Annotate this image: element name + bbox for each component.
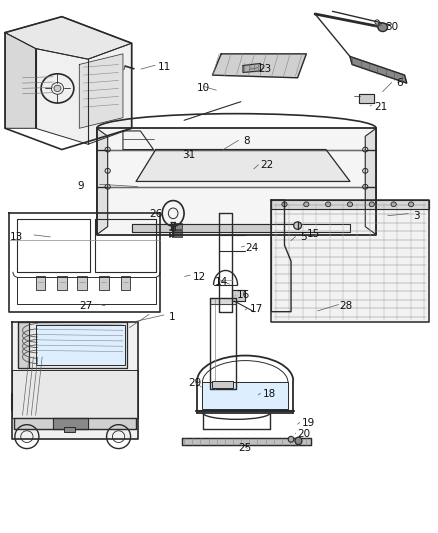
Bar — [77, 276, 87, 290]
Polygon shape — [5, 17, 132, 59]
Text: 16: 16 — [237, 290, 250, 301]
Text: 3: 3 — [413, 211, 420, 221]
Text: 15: 15 — [306, 229, 320, 239]
Text: 18: 18 — [263, 389, 276, 399]
Ellipse shape — [282, 202, 287, 207]
Text: 17: 17 — [250, 304, 263, 314]
Text: 6: 6 — [396, 78, 403, 88]
Text: 24: 24 — [245, 243, 258, 253]
Text: 22: 22 — [261, 160, 274, 170]
Bar — [64, 427, 75, 432]
Polygon shape — [79, 54, 123, 128]
Text: 5: 5 — [300, 232, 307, 242]
Polygon shape — [18, 322, 127, 368]
Bar — [99, 276, 109, 290]
Polygon shape — [212, 54, 306, 78]
Ellipse shape — [295, 437, 302, 445]
Bar — [174, 223, 182, 229]
Text: 29: 29 — [188, 378, 201, 388]
Text: 31: 31 — [182, 150, 195, 159]
Ellipse shape — [369, 202, 374, 207]
Polygon shape — [359, 94, 374, 103]
Text: 9: 9 — [77, 181, 84, 191]
Text: 8: 8 — [243, 136, 250, 146]
Text: 19: 19 — [302, 418, 315, 428]
Polygon shape — [272, 200, 428, 322]
Ellipse shape — [325, 202, 331, 207]
Text: 14: 14 — [215, 277, 228, 287]
Text: 26: 26 — [149, 209, 162, 219]
Polygon shape — [232, 290, 245, 301]
Polygon shape — [53, 418, 88, 429]
Text: 11: 11 — [158, 62, 171, 72]
Polygon shape — [132, 224, 350, 232]
Ellipse shape — [378, 23, 388, 31]
Polygon shape — [202, 382, 288, 409]
Text: 20: 20 — [297, 429, 311, 439]
Polygon shape — [272, 200, 428, 209]
Ellipse shape — [293, 222, 301, 229]
Polygon shape — [14, 418, 136, 429]
Polygon shape — [182, 438, 311, 445]
Text: 30: 30 — [385, 22, 398, 32]
Text: 1: 1 — [169, 312, 175, 322]
Polygon shape — [35, 325, 125, 365]
Polygon shape — [171, 222, 175, 230]
Text: 23: 23 — [258, 64, 272, 75]
Polygon shape — [18, 322, 29, 368]
Text: 13: 13 — [11, 232, 24, 242]
Polygon shape — [97, 128, 376, 235]
Bar — [57, 276, 67, 290]
Ellipse shape — [288, 437, 294, 442]
Ellipse shape — [391, 202, 396, 207]
Polygon shape — [210, 298, 237, 304]
Bar — [212, 381, 233, 387]
Ellipse shape — [409, 202, 414, 207]
Bar — [121, 276, 131, 290]
Text: 21: 21 — [374, 102, 387, 112]
Polygon shape — [5, 33, 35, 128]
Bar — [174, 230, 182, 237]
Ellipse shape — [304, 202, 309, 207]
Polygon shape — [136, 150, 350, 181]
Text: 27: 27 — [79, 301, 92, 311]
Polygon shape — [12, 322, 138, 439]
Bar — [35, 276, 45, 290]
Polygon shape — [35, 43, 132, 144]
Text: 10: 10 — [197, 83, 210, 93]
Text: 25: 25 — [239, 443, 252, 453]
Ellipse shape — [54, 85, 61, 92]
Text: 28: 28 — [339, 301, 352, 311]
Text: 12: 12 — [193, 272, 206, 282]
Polygon shape — [12, 370, 138, 418]
Polygon shape — [365, 128, 376, 235]
Polygon shape — [97, 128, 108, 235]
Polygon shape — [350, 56, 407, 83]
Ellipse shape — [347, 202, 353, 207]
Polygon shape — [243, 63, 261, 72]
